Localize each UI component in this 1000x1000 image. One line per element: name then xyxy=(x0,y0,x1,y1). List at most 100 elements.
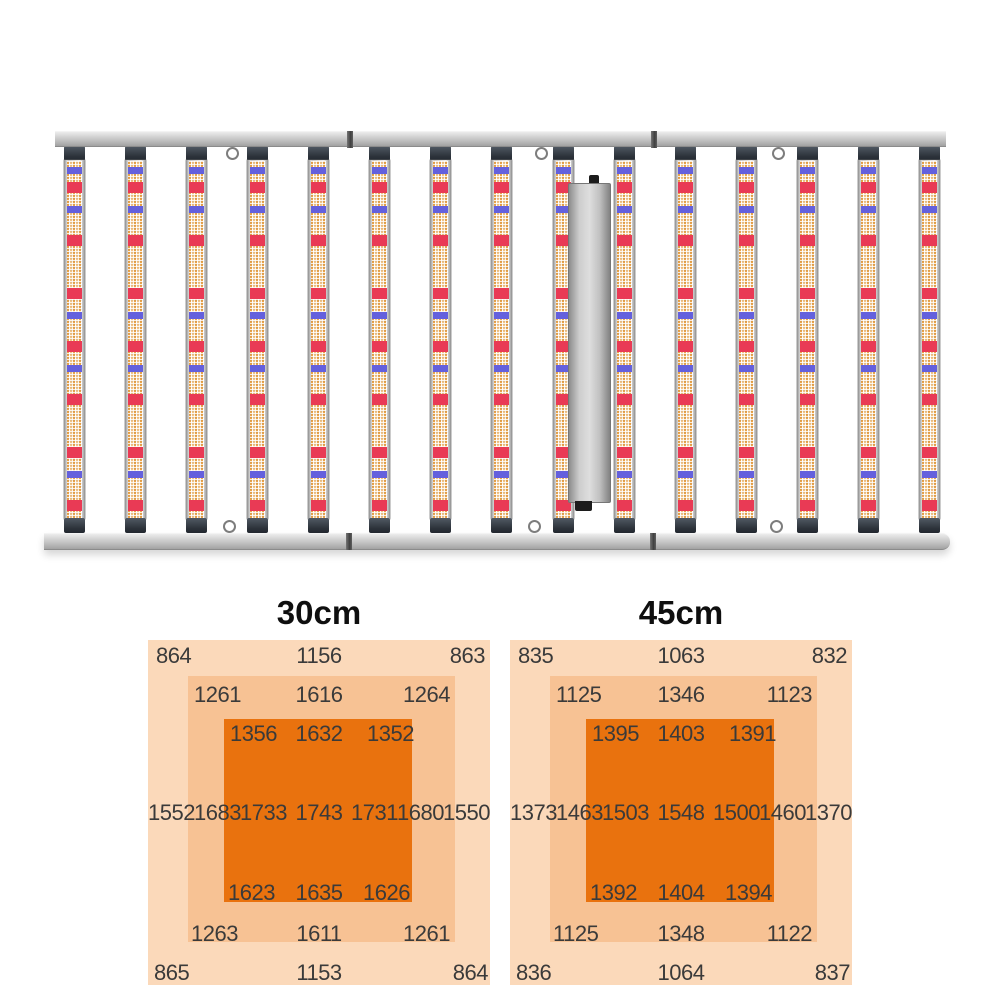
ppfd-value: 1403 xyxy=(657,721,705,746)
led-strip xyxy=(799,161,815,518)
ppfd-row-middle-bottom: 1125 1348 1122 xyxy=(510,921,852,947)
led-bar xyxy=(369,146,391,533)
bar-frame xyxy=(674,160,696,519)
led-bar xyxy=(674,146,696,533)
ppfd-value: 1261 xyxy=(403,921,450,946)
ppfd-value: 1391 xyxy=(729,721,776,746)
ppfd-value: 1063 xyxy=(657,643,705,668)
ppfd-row-outer-top: 864 1156 863 xyxy=(148,643,490,669)
bar-frame xyxy=(857,160,879,519)
led-bar xyxy=(125,146,147,533)
bar-end-cap xyxy=(796,518,818,533)
ppfd-value: 1611 xyxy=(296,921,342,946)
bar-frame xyxy=(491,160,513,519)
ppfd-value: 1064 xyxy=(657,960,705,985)
bar-end-cap xyxy=(186,518,208,533)
bar-end-cap xyxy=(735,146,757,161)
led-strip xyxy=(738,161,754,518)
rail-joint xyxy=(651,131,657,148)
ppfd-value: 1392 xyxy=(590,880,637,905)
bar-end-cap xyxy=(613,146,635,161)
ppfd-value: 1733 xyxy=(240,800,287,825)
led-strip xyxy=(616,161,632,518)
bar-frame xyxy=(186,160,208,519)
bar-frame xyxy=(247,160,269,519)
led-bar xyxy=(247,146,269,533)
led-bar-array xyxy=(64,146,940,533)
bar-end-cap xyxy=(430,146,452,161)
led-strip xyxy=(311,161,327,518)
ppfd-value: 1125 xyxy=(553,921,599,946)
led-strip xyxy=(494,161,510,518)
driver-knob xyxy=(589,175,599,184)
bar-end-cap xyxy=(247,518,269,533)
ppfd-value: 1123 xyxy=(766,682,813,707)
grow-light-fixture xyxy=(44,131,950,550)
ppfd-value: 1626 xyxy=(363,880,410,905)
bar-end-cap xyxy=(125,146,147,161)
ppfd-value: 1395 xyxy=(592,721,639,746)
bar-end-cap xyxy=(735,518,757,533)
ppfd-value: 1122 xyxy=(766,921,813,946)
led-strip xyxy=(250,161,266,518)
bottom-rail xyxy=(44,533,950,550)
bar-end-cap xyxy=(857,146,879,161)
led-bar xyxy=(308,146,330,533)
ppfd-value: 1460 xyxy=(759,800,806,825)
bar-frame xyxy=(64,160,85,519)
ppfd-map-30cm: 864 1156 863 1261 1616 1264 1356 1632 13… xyxy=(148,640,490,985)
ppfd-value: 1352 xyxy=(367,721,414,746)
led-strip xyxy=(860,161,876,518)
ppfd-value: 864 xyxy=(156,643,192,668)
ppfd-value: 1500 xyxy=(713,800,760,825)
led-strip xyxy=(921,161,937,518)
ppfd-value: 1346 xyxy=(657,682,705,707)
ppfd-value: 1370 xyxy=(805,800,852,825)
bar-end-cap xyxy=(796,146,818,161)
ppfd-row-inner-bottom: 1392 1404 1394 xyxy=(510,880,852,906)
bar-end-cap xyxy=(613,518,635,533)
led-strip xyxy=(372,161,388,518)
bar-frame xyxy=(369,160,391,519)
bar-frame xyxy=(613,160,635,519)
bar-end-cap xyxy=(552,518,574,533)
ppfd-value: 1373 xyxy=(510,800,557,825)
ring-inner xyxy=(224,719,412,902)
led-bar xyxy=(857,146,879,533)
ppfd-row-outer-bottom: 836 1064 837 xyxy=(510,960,852,986)
ppfd-value: 835 xyxy=(518,643,554,668)
bar-end-cap xyxy=(674,146,696,161)
ppfd-map-45cm: 835 1063 832 1125 1346 1123 1395 1403 13… xyxy=(510,640,852,985)
ppfd-value: 1680 xyxy=(397,800,444,825)
bar-end-cap xyxy=(918,518,940,533)
ppfd-value: 864 xyxy=(452,960,489,985)
bar-frame xyxy=(796,160,818,519)
led-bar xyxy=(796,146,818,533)
ppfd-value: 1463 xyxy=(556,800,603,825)
ppfd-value: 863 xyxy=(449,643,486,668)
ppfd-row-inner-top: 1395 1403 1391 xyxy=(510,721,852,747)
rail-joint xyxy=(650,533,656,550)
ppfd-value: 1261 xyxy=(194,682,241,707)
led-strip xyxy=(555,161,571,518)
bar-frame xyxy=(735,160,757,519)
ppfd-value: 1156 xyxy=(296,643,342,668)
bar-end-cap xyxy=(491,518,513,533)
led-bar xyxy=(613,146,635,533)
ppfd-value: 1548 xyxy=(657,800,705,825)
driver-connector xyxy=(575,501,592,511)
ppfd-value: 837 xyxy=(814,960,851,985)
bar-end-cap xyxy=(430,518,452,533)
ppfd-row-inner-top: 1356 1632 1352 xyxy=(148,721,490,747)
power-driver xyxy=(568,183,611,503)
ppfd-value: 836 xyxy=(516,960,552,985)
ppfd-row-middle-top: 1261 1616 1264 xyxy=(148,682,490,708)
led-bar xyxy=(64,146,85,533)
bar-end-cap xyxy=(918,146,940,161)
led-bar xyxy=(491,146,513,533)
ppfd-value: 1635 xyxy=(295,880,343,905)
ppfd-value: 1356 xyxy=(230,721,277,746)
led-bar xyxy=(430,146,452,533)
ppfd-row-outer-bottom: 865 1153 864 xyxy=(148,960,490,986)
